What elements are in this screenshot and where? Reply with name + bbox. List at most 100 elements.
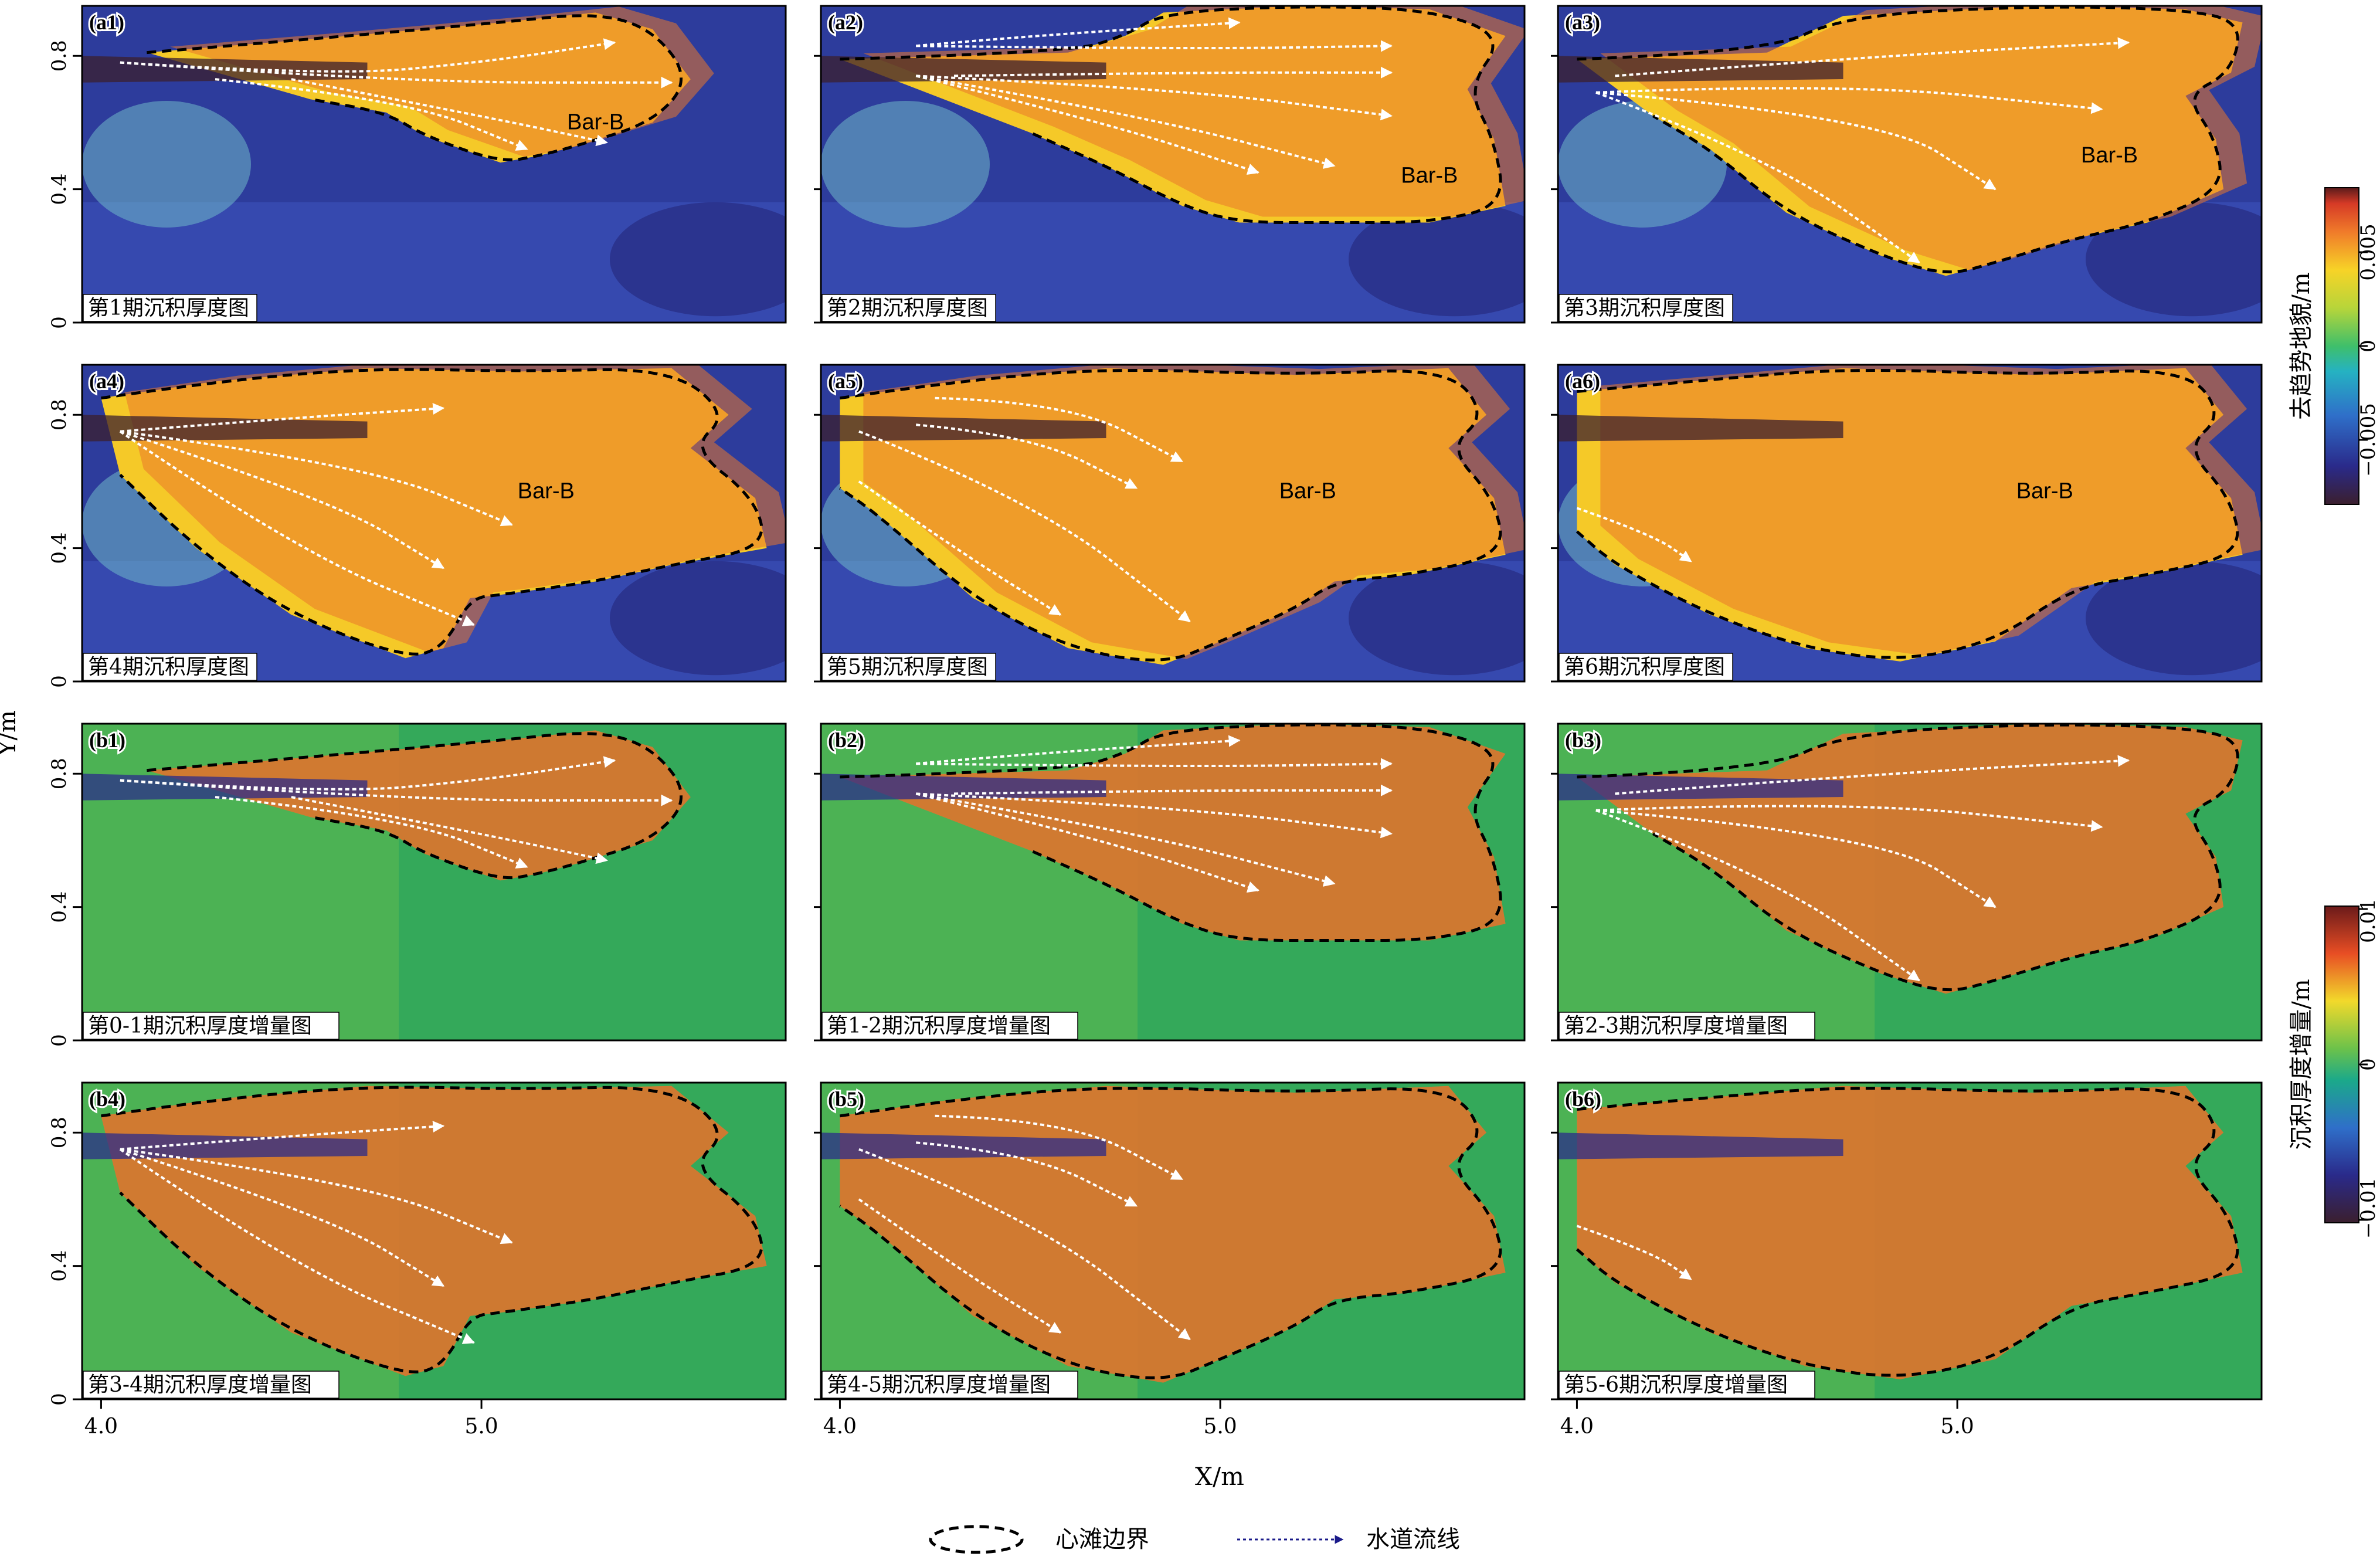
bar-core [840, 1086, 1506, 1383]
main-channel [82, 1132, 368, 1159]
panel-caption-box [821, 294, 996, 322]
panel-caption: 第2-3期沉积厚度增量图 [1564, 1014, 1788, 1038]
colorbar-topo-tick-label-3: 0.005 [2357, 223, 2380, 280]
panel-caption: 第5-6期沉积厚度增量图 [1564, 1373, 1788, 1397]
colorbar-topo-label: 去趋势地貌/m [2288, 272, 2315, 419]
background-blob [2086, 561, 2262, 676]
bar-boundary [838, 369, 1502, 662]
background-blob [610, 202, 786, 317]
panel-frame [81, 723, 787, 1042]
panel-id-label: (b2) [828, 728, 864, 752]
streamline-4 [916, 792, 1393, 839]
streamline-1 [1576, 1225, 1692, 1281]
panel-caption: 第6期沉积厚度图 [1564, 655, 1725, 679]
y-tick-label: 0.8 [47, 758, 71, 789]
streamline-1 [1576, 507, 1692, 563]
streamline-3 [953, 66, 1393, 79]
colorbar-increment-tick-label-1: −0.01 [2357, 1178, 2380, 1239]
y-tick-label: 0.8 [47, 40, 71, 72]
bar-boundary [1577, 6, 2239, 274]
panel-grid: Bar-B (a1) 第1期沉积厚度图 0 0.4 0.8 Bar-B (a2) 第2期沉积厚度… [47, 5, 2263, 1439]
panel-caption-box [821, 653, 996, 681]
background-blob [1349, 202, 1525, 317]
panel-caption: 第2期沉积厚度图 [827, 296, 988, 320]
streamline-1 [120, 756, 616, 791]
background-blob [82, 101, 251, 228]
panel-caption-box [821, 1012, 1078, 1040]
panel-caption-box [1559, 1371, 1815, 1399]
bar-boundary [101, 1086, 763, 1374]
y-tick-label: 0.8 [47, 1117, 71, 1148]
panel-frame [820, 1081, 1526, 1400]
panel-caption: 第0-1期沉积厚度增量图 [88, 1014, 312, 1038]
panel-caption-box [83, 653, 257, 681]
colorbar-topo-bar [2324, 187, 2359, 505]
bar-boundary [840, 724, 1502, 942]
panel-caption: 第1-2期沉积厚度增量图 [827, 1014, 1051, 1038]
colorbar-increment: −0.01 0 0.01 沉积厚度增量/m [2288, 898, 2380, 1239]
y-tick-label: 0.4 [47, 533, 71, 564]
streamline-2 [120, 779, 673, 806]
streamline-1 [935, 1114, 1183, 1181]
colorbar-increment-label: 沉积厚度增量/m [2288, 979, 2315, 1149]
panel-caption-box [83, 1371, 339, 1399]
streamline-5 [915, 792, 1336, 887]
panel-b4-map: (b4) 第3-4期沉积厚度增量图 [82, 1083, 786, 1399]
panel-a5: Bar-B (a5) 第5期沉积厚度图 [814, 364, 1526, 683]
bar-b-label: Bar-B [567, 110, 624, 134]
bar-b-label: Bar-B [518, 479, 575, 503]
bar-boundary [1576, 1087, 2239, 1377]
panel-b5-map: (b5) 第4-5期沉积厚度增量图 [821, 1083, 1525, 1399]
colorbar-increment-tick-label-3: 0.01 [2357, 898, 2380, 943]
panel-a1-map: Bar-B (a1) 第1期沉积厚度图 [82, 6, 786, 323]
panel-a3: Bar-B (a3) 第3期沉积厚度图 [1551, 5, 2263, 324]
panel-b1-map: (b1) 第0-1期沉积厚度增量图 [82, 724, 786, 1040]
streamline-1 [916, 17, 1241, 48]
streamline-1 [1615, 37, 2130, 77]
legend-boundary-swatch [929, 1525, 1024, 1554]
streamline-3 [1595, 91, 1997, 191]
bar-boundary [147, 732, 683, 880]
panel-a1: Bar-B (a1) 第1期沉积厚度图 0 0.4 0.8 [47, 5, 787, 329]
bar-core [101, 1086, 767, 1376]
panel-id-label: (a4) [89, 369, 124, 393]
streamline-4 [291, 796, 609, 864]
panel-frame [1557, 5, 2263, 324]
background-blob [2086, 202, 2262, 317]
x-tick-label: 4.0 [823, 1415, 857, 1439]
panel-id-label: (a6) [1565, 369, 1600, 393]
streamline-3 [215, 78, 528, 151]
x-tick-label: 5.0 [1203, 1415, 1237, 1439]
panel-b2: (b2) 第1-2期沉积厚度增量图 [814, 723, 1526, 1042]
colorbar-increment-bar [2324, 906, 2359, 1223]
bar-core [840, 724, 1506, 941]
panel-id-label: (a1) [89, 11, 124, 34]
main-channel [82, 415, 368, 442]
panel-id-label: (b1) [89, 728, 125, 752]
panel-id-label: (a3) [1565, 11, 1600, 34]
bar-body [840, 724, 1506, 941]
panel-caption: 第4-5期沉积厚度增量图 [827, 1373, 1051, 1397]
panel-b6-map: (b6) 第5-6期沉积厚度增量图 [1558, 1083, 2262, 1399]
bar-boundary [101, 368, 763, 656]
streamline-1 [1615, 755, 2130, 795]
streamline-4 [119, 1148, 475, 1344]
bar-b-label: Bar-B [1401, 163, 1458, 188]
bar-core [170, 6, 714, 157]
panel-id-label: (a5) [828, 369, 863, 393]
streamline-1 [935, 396, 1183, 463]
panel-caption-box [83, 1012, 339, 1040]
main-channel [82, 56, 368, 83]
background-blob [1349, 561, 1525, 676]
streamline-1 [120, 1121, 445, 1151]
x-axis-label: X/m [1195, 1462, 1244, 1491]
streamline-1 [120, 403, 445, 433]
bar-boundary [840, 6, 1502, 225]
y-tick-label: 0 [47, 316, 71, 329]
panel-caption-box [1559, 294, 1733, 322]
streamline-4 [916, 74, 1393, 121]
streamline-1 [916, 735, 1241, 765]
y-tick-label: 0 [47, 1034, 71, 1047]
panel-frame [81, 364, 787, 683]
panel-frame [820, 5, 1526, 324]
